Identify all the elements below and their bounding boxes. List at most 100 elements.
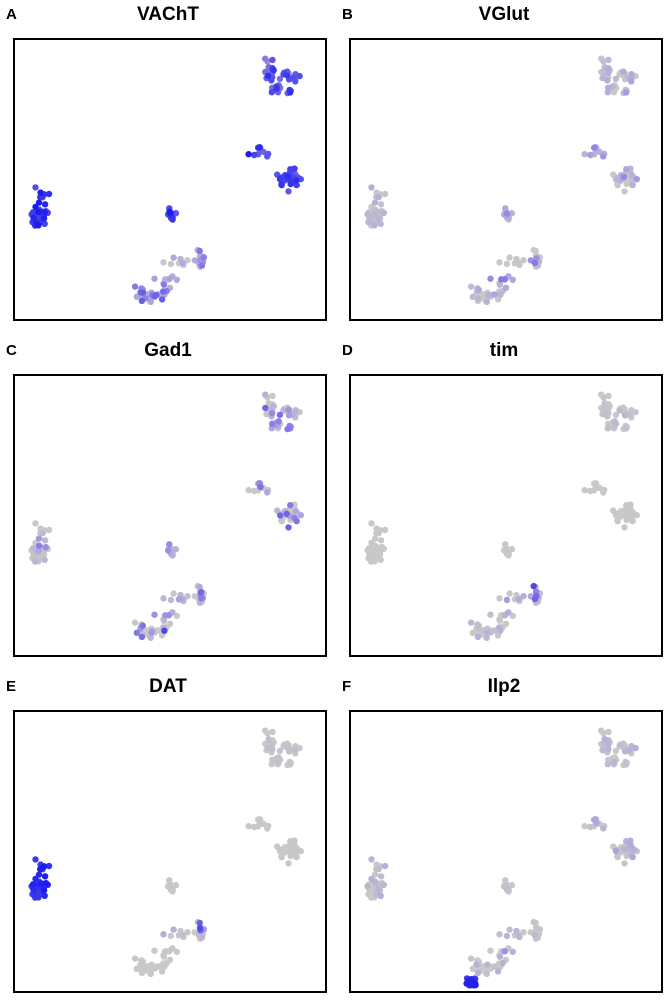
cell-point xyxy=(296,72,303,80)
cell-point xyxy=(475,622,482,629)
cell-point xyxy=(368,875,375,883)
cell-point xyxy=(293,177,300,184)
cell-point xyxy=(39,530,46,537)
cell-point xyxy=(160,288,167,295)
cell-point xyxy=(169,216,176,223)
plot-area xyxy=(13,38,327,321)
cell-point xyxy=(629,517,636,525)
cell-point xyxy=(364,883,371,890)
chart-title: VAChT xyxy=(137,4,199,25)
cell-point xyxy=(623,166,630,173)
cell-point xyxy=(381,526,389,534)
cell-point xyxy=(612,847,620,855)
cell-point xyxy=(163,959,170,967)
cell-point xyxy=(621,188,628,195)
cell-point xyxy=(287,89,294,96)
cell-point xyxy=(290,74,297,81)
panel-letter: D xyxy=(342,342,353,359)
cell-point xyxy=(364,211,371,218)
cell-point xyxy=(166,541,173,548)
cell-point xyxy=(592,816,599,823)
cell-point xyxy=(626,747,633,754)
cell-point xyxy=(494,968,502,975)
cell-point xyxy=(160,259,167,266)
cell-point xyxy=(167,596,175,604)
cell-point xyxy=(612,411,620,419)
cell-point xyxy=(276,75,284,83)
cell-point xyxy=(285,188,292,195)
cell-point xyxy=(513,255,520,263)
cell-point xyxy=(262,404,269,412)
cell-point xyxy=(502,284,510,291)
cell-point xyxy=(503,210,511,217)
cell-point xyxy=(33,891,40,898)
plot-frame xyxy=(349,710,663,993)
cell-point xyxy=(365,545,373,552)
scatter-plot xyxy=(349,38,663,321)
cell-point xyxy=(506,590,513,597)
cell-point xyxy=(170,926,177,933)
cell-point xyxy=(160,953,168,960)
cell-point xyxy=(463,980,470,987)
cell-point xyxy=(164,547,172,554)
cell-point xyxy=(184,593,191,600)
cell-point xyxy=(368,539,375,547)
cell-point xyxy=(196,924,204,932)
cell-point xyxy=(502,541,509,548)
cell-point xyxy=(605,392,612,400)
cell-point xyxy=(469,965,476,972)
cell-point xyxy=(283,72,291,79)
cell-point xyxy=(371,871,379,878)
cell-point xyxy=(632,744,639,752)
cell-point xyxy=(269,392,276,400)
cell-point xyxy=(491,291,498,298)
cell-point xyxy=(600,58,607,65)
cell-point xyxy=(285,524,292,531)
cell-point xyxy=(29,881,37,888)
cell-point xyxy=(147,634,154,641)
cell-point xyxy=(172,210,180,217)
cell-point xyxy=(610,507,617,514)
cell-point xyxy=(269,756,276,763)
cell-point xyxy=(167,932,175,940)
cell-point xyxy=(262,727,269,734)
panel-letter: B xyxy=(342,6,353,23)
cell-point xyxy=(147,298,154,305)
cell-point xyxy=(616,407,623,414)
cell-point xyxy=(491,963,498,970)
chart-title: Gad1 xyxy=(144,340,192,361)
plot-area xyxy=(13,374,327,657)
cell-point xyxy=(467,619,475,626)
cell-point xyxy=(620,509,628,516)
cell-point xyxy=(496,259,503,266)
cell-point xyxy=(297,512,304,519)
cell-point xyxy=(497,291,504,298)
cell-point xyxy=(600,153,607,160)
cell-point xyxy=(513,927,520,935)
panel-b: B VGlut xyxy=(336,0,672,336)
plot-area xyxy=(349,374,663,657)
cell-point xyxy=(278,181,285,189)
cell-point xyxy=(520,929,527,936)
cell-point xyxy=(633,512,640,519)
cell-point xyxy=(502,205,509,212)
cell-point xyxy=(166,620,174,627)
cell-point xyxy=(599,410,606,418)
cell-point xyxy=(270,403,277,410)
plot-frame xyxy=(13,374,327,657)
cell-point xyxy=(32,184,39,191)
cell-point xyxy=(605,56,612,64)
cell-point xyxy=(487,947,494,954)
cell-point xyxy=(375,887,382,894)
cell-point xyxy=(138,633,146,641)
cell-point xyxy=(35,199,43,206)
cell-point xyxy=(151,293,158,300)
cell-point xyxy=(42,880,50,887)
cell-point xyxy=(531,259,539,267)
cell-point xyxy=(264,72,272,79)
cell-point xyxy=(268,410,276,417)
chart-title: Ilp2 xyxy=(487,676,521,697)
plot-frame xyxy=(13,38,327,321)
cell-point xyxy=(368,520,375,527)
panel-e: E DAT xyxy=(0,672,336,1008)
